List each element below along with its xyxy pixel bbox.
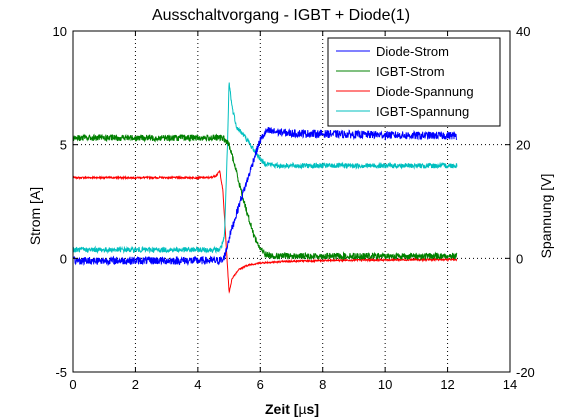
x-tick-label: 14 [503,377,517,392]
series-line-diode-spannung [72,170,458,294]
legend-entry: Diode-Spannung [376,84,474,99]
y2-tick-label: 20 [516,138,530,153]
y-tick-label: 10 [53,24,67,39]
y-axis-label: Strom [A] [27,187,43,245]
y-tick-label: 5 [60,138,67,153]
series-line-igbt-spannung [72,82,458,255]
y2-tick-label: -20 [516,365,535,380]
x-tick-label: 10 [378,377,392,392]
x-tick-label: 8 [319,377,326,392]
plot-frame [72,30,511,373]
y-tick-label: -5 [55,365,67,380]
x-tick-label: 0 [69,377,76,392]
x-axis-label: Zeit [µs] [265,401,319,417]
y2-tick-label: 0 [516,251,523,266]
x-tick-label: 6 [257,377,264,392]
series-line-diode-strom [72,126,458,267]
x-tick-label: 4 [194,377,201,392]
x-tick-label: 2 [132,377,139,392]
legend-entry: IGBT-Strom [376,64,445,79]
chart-title: Ausschaltvorgang - IGBT + Diode(1) [152,7,410,24]
plot-area [72,82,458,294]
y-tick-label: 0 [60,251,67,266]
legend: Diode-Strom IGBT-Strom Diode-Spannung IGBT-… [327,37,501,127]
y2-axis-label: Spannung [V] [538,174,554,259]
legend-entry: IGBT-Spannung [376,104,469,119]
series-line-igbt-strom [72,133,458,261]
x-tick-label: 12 [440,377,454,392]
legend-entry: Diode-Strom [376,44,449,59]
y2-tick-label: 40 [516,24,530,39]
